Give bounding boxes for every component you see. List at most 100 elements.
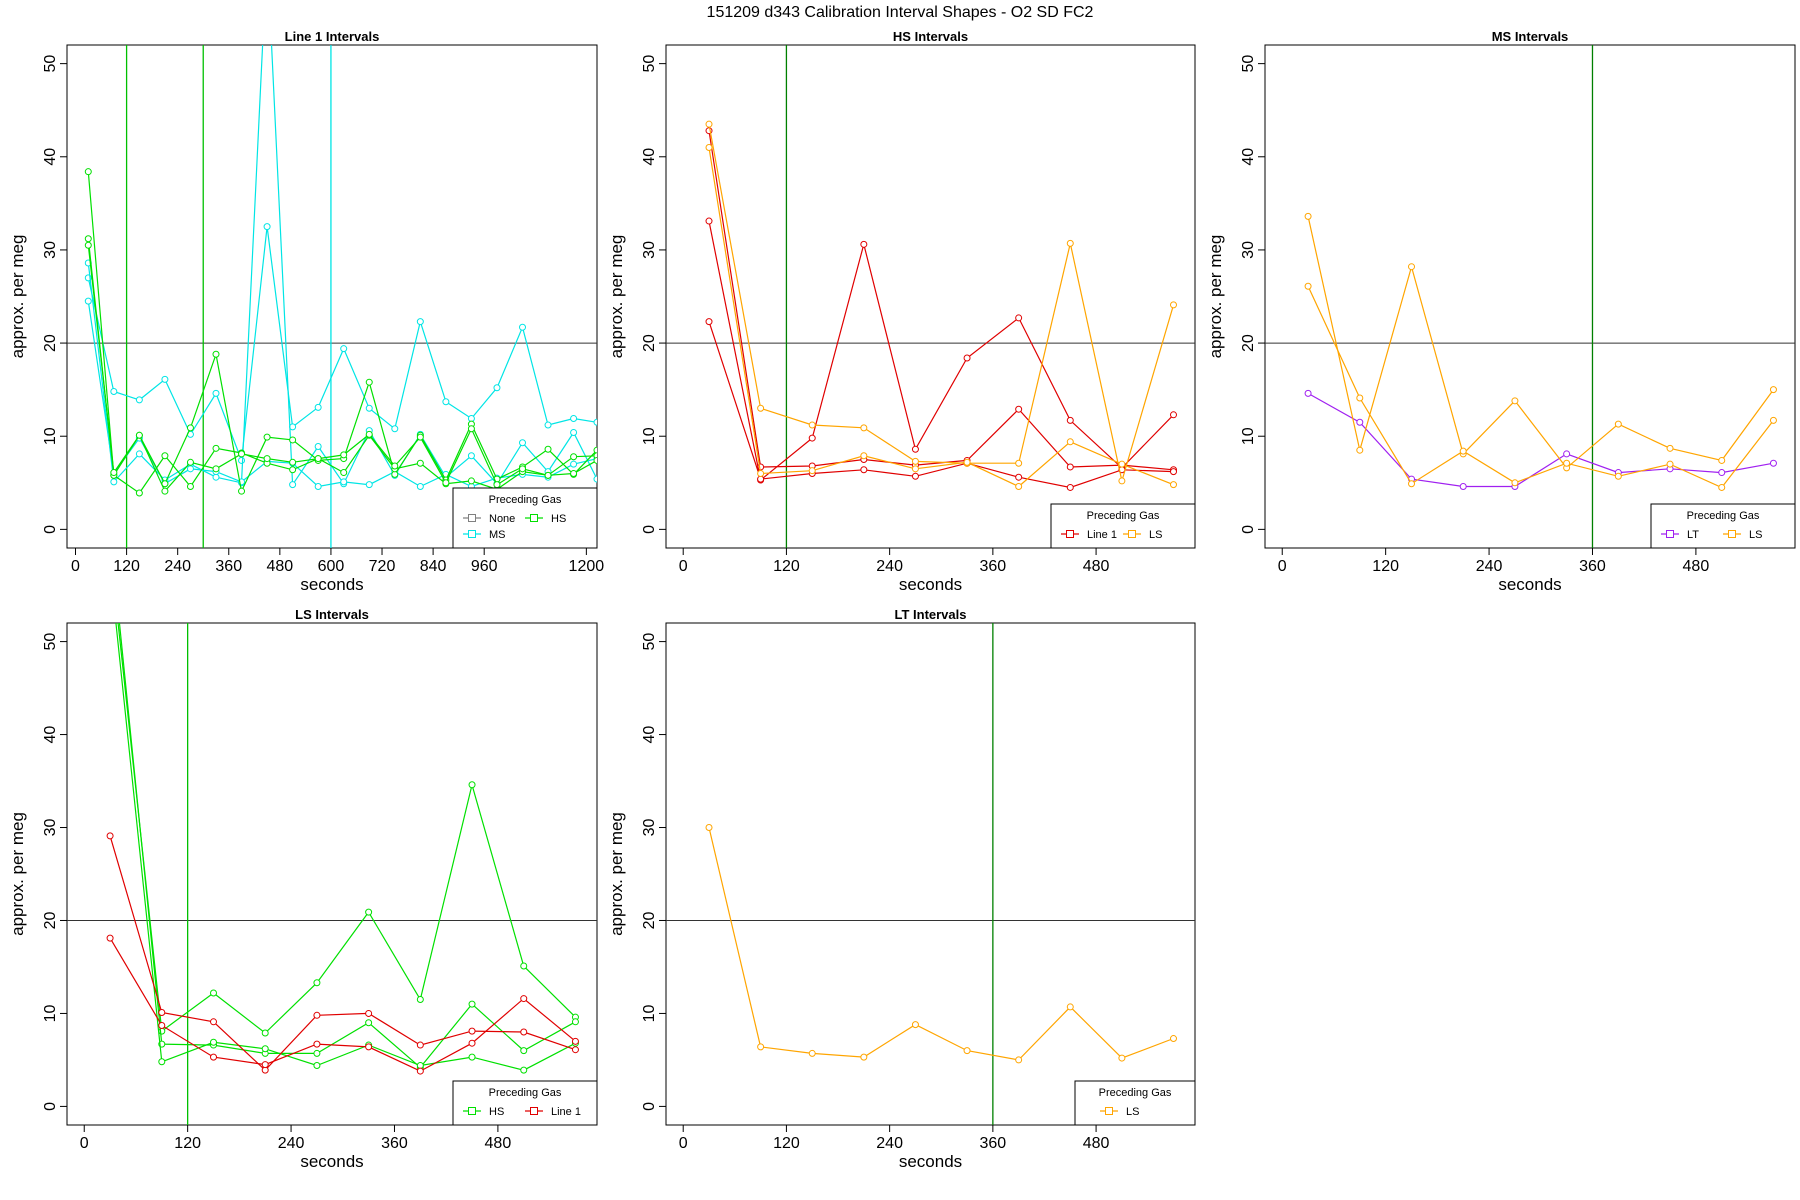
data-point xyxy=(1066,438,1074,446)
x-tick-label: 240 xyxy=(876,1135,903,1152)
data-point xyxy=(1118,477,1126,485)
data-point xyxy=(519,439,527,447)
x-tick-label: 480 xyxy=(1083,1135,1110,1152)
legend-title: Preceding Gas xyxy=(489,494,562,506)
data-point xyxy=(135,431,143,439)
series-hs xyxy=(118,623,579,1071)
data-point xyxy=(314,483,322,491)
x-tick-label: 360 xyxy=(1579,558,1606,575)
x-tick-label: 0 xyxy=(80,1135,89,1152)
data-point xyxy=(365,908,373,916)
data-point xyxy=(289,481,297,489)
data-point xyxy=(110,388,118,396)
data-point xyxy=(107,546,113,552)
plot-area xyxy=(666,623,1195,1125)
data-point xyxy=(570,415,578,423)
data-point xyxy=(442,398,450,406)
data-point xyxy=(757,404,765,412)
legend-entry: Line 1 xyxy=(525,1106,581,1118)
legend-label: LS xyxy=(1749,529,1762,541)
legend-square-marker xyxy=(468,530,476,538)
data-point xyxy=(1614,420,1622,428)
data-point xyxy=(1169,411,1177,419)
data-point xyxy=(84,235,92,243)
panel-title: LS Intervals xyxy=(295,607,369,622)
legend-entry: Line 1 xyxy=(1061,529,1117,541)
legend-title: Preceding Gas xyxy=(1687,510,1760,522)
legend-entry: LS xyxy=(1723,529,1762,541)
data-point xyxy=(365,1009,373,1017)
data-point xyxy=(416,459,424,467)
y-tick-label: 40 xyxy=(42,148,59,166)
panel-4: LS Intervals 0 10 20 30 40 50 approx. per meg 0 1… xyxy=(8,546,598,1171)
legend-entry: LS xyxy=(1100,1106,1139,1118)
data-point xyxy=(593,446,597,454)
data-point xyxy=(1066,483,1074,491)
y-tick-label: 50 xyxy=(42,55,59,73)
legend-square-marker xyxy=(1666,530,1674,538)
y-tick-label: 50 xyxy=(641,55,658,73)
series-ms xyxy=(84,223,597,464)
y-tick-label: 0 xyxy=(42,1102,59,1111)
data-point xyxy=(593,418,597,426)
legend-label: LS xyxy=(1149,529,1162,541)
series-ls xyxy=(705,824,1177,1064)
data-point xyxy=(1015,314,1023,322)
data-point xyxy=(1769,386,1777,394)
data-point xyxy=(238,456,246,464)
data-point xyxy=(186,483,194,491)
legend: Preceding Gas LT LS xyxy=(1650,503,1796,549)
data-point xyxy=(1304,389,1312,397)
series-line xyxy=(87,45,597,487)
data-point xyxy=(314,455,322,463)
data-point xyxy=(1511,479,1519,487)
y-axis-label: approx. per meg xyxy=(607,812,626,936)
data-point xyxy=(520,962,528,970)
data-point xyxy=(212,350,220,358)
x-tick-label: 480 xyxy=(485,1135,512,1152)
legend-title: Preceding Gas xyxy=(489,1087,562,1099)
data-point xyxy=(571,1018,579,1026)
panel-1: Line 1 Intervals 0 10 20 30 40 50 approx. per m… xyxy=(8,29,604,594)
data-point xyxy=(1066,416,1074,424)
y-axis-label: approx. per meg xyxy=(8,235,27,359)
data-point xyxy=(1015,405,1023,413)
x-tick-label: 0 xyxy=(679,558,688,575)
data-point xyxy=(1666,460,1674,468)
series-line-1 xyxy=(106,934,579,1075)
panel-5: LT Intervals 0 10 20 30 40 50 approx. per meg 0 1… xyxy=(607,607,1196,1171)
data-point xyxy=(520,1028,528,1036)
data-point xyxy=(493,384,501,392)
legend-title: Preceding Gas xyxy=(1099,1087,1172,1099)
x-tick-label: 120 xyxy=(113,558,140,575)
legend-square-marker xyxy=(468,1107,476,1115)
y-tick-label: 10 xyxy=(42,427,59,445)
data-point xyxy=(1169,481,1177,489)
data-point xyxy=(340,469,348,477)
legend: Preceding Gas HS Line 1 xyxy=(452,1080,598,1126)
data-point xyxy=(84,168,92,176)
plot-frame xyxy=(665,44,1196,549)
data-point xyxy=(468,1000,476,1008)
data-point xyxy=(416,996,424,1003)
series-line xyxy=(117,623,576,1034)
legend: Preceding Gas None HS MS xyxy=(452,487,598,549)
data-point xyxy=(1118,460,1126,468)
y-tick-label: 20 xyxy=(1240,334,1257,352)
data-point xyxy=(313,1062,321,1070)
data-point xyxy=(261,1029,269,1037)
series-ms xyxy=(84,45,597,489)
y-axis-label: approx. per meg xyxy=(8,812,27,936)
legend-label: Line 1 xyxy=(1087,529,1117,541)
y-tick-label: 20 xyxy=(641,911,658,929)
plot-area xyxy=(67,546,597,1125)
y-tick-label: 20 xyxy=(42,334,59,352)
legend-label: LS xyxy=(1126,1106,1139,1118)
legend-box xyxy=(1074,1080,1196,1126)
data-point xyxy=(365,481,373,489)
data-point xyxy=(135,489,143,497)
data-point xyxy=(519,465,527,473)
data-point xyxy=(313,1049,321,1057)
y-tick-label: 30 xyxy=(42,819,59,837)
data-point xyxy=(1015,473,1023,481)
